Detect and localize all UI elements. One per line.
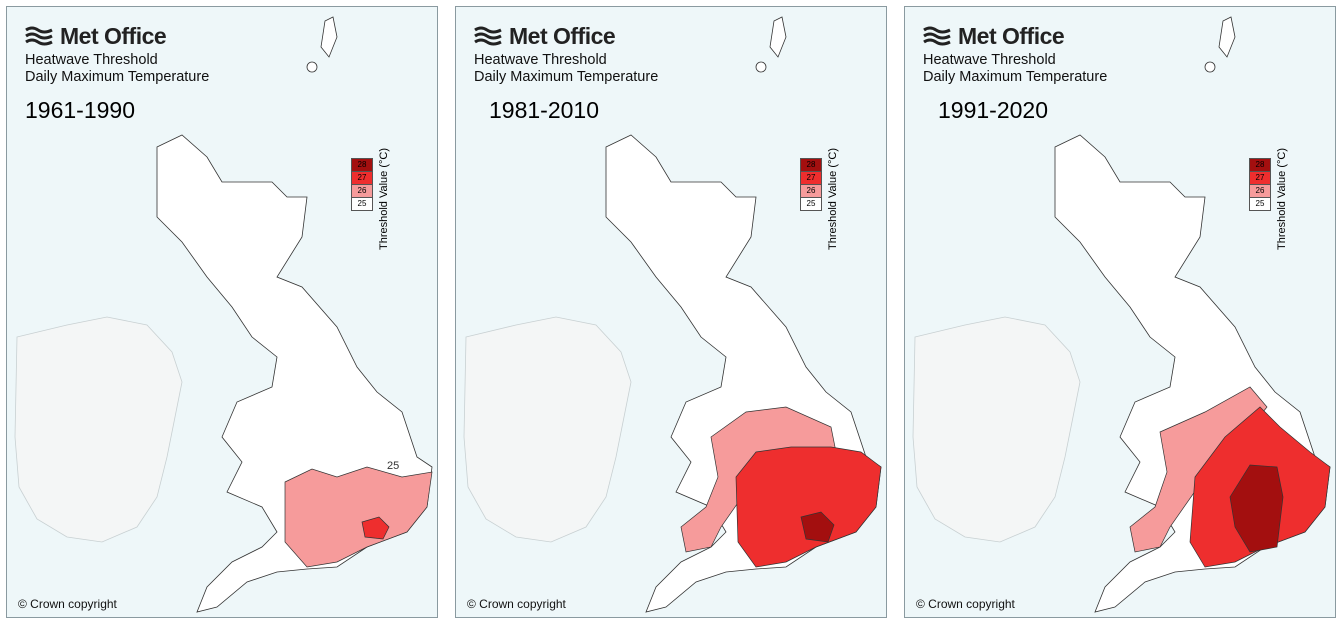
shetland-islands xyxy=(769,16,787,58)
legend-entry: 27 xyxy=(351,171,373,185)
brand-name: Met Office xyxy=(60,22,167,49)
legend: 28 27 26 25 xyxy=(351,158,373,211)
legend-entry: 25 xyxy=(1249,197,1271,211)
shetland-islands xyxy=(320,16,338,58)
legend-entry: 26 xyxy=(351,184,373,198)
legend: 28 27 26 25 xyxy=(1249,158,1271,211)
region-26 xyxy=(284,466,433,568)
map-panel-1961-1990: 25 Met Office Heatwave Threshold Daily M… xyxy=(6,6,438,618)
shetland-islands xyxy=(1218,16,1236,58)
copyright: © Crown copyright xyxy=(916,597,1015,611)
met-office-wave-icon xyxy=(474,26,502,46)
period-label: 1991-2020 xyxy=(938,97,1048,123)
copyright: © Crown copyright xyxy=(18,597,117,611)
legend-title: Threshold Value (°C) xyxy=(827,147,839,250)
legend-entry: 28 xyxy=(351,158,373,172)
title-line1: Heatwave Threshold xyxy=(25,52,158,68)
period-label: 1981-2010 xyxy=(489,97,599,123)
region-26 xyxy=(1129,386,1268,553)
legend-entry: 26 xyxy=(800,184,822,198)
title-line2: Daily Maximum Temperature xyxy=(474,69,659,85)
brand-name: Met Office xyxy=(958,22,1065,49)
legend-entry: 28 xyxy=(800,158,822,172)
region-28 xyxy=(1229,464,1284,553)
uk-map: 25 xyxy=(14,16,433,613)
title-line2: Daily Maximum Temperature xyxy=(25,69,210,85)
title-line1: Heatwave Threshold xyxy=(923,52,1056,68)
title-line2: Daily Maximum Temperature xyxy=(923,69,1108,85)
met-office-logo: Met Office xyxy=(473,22,616,49)
met-office-wave-icon xyxy=(923,26,951,46)
legend-entry: 27 xyxy=(1249,171,1271,185)
legend-entry: 25 xyxy=(351,197,373,211)
ireland-landmass xyxy=(14,316,183,543)
copyright: © Crown copyright xyxy=(467,597,566,611)
legend-title: Threshold Value (°C) xyxy=(1276,147,1288,250)
map-panel-1981-2010: Met Office Heatwave Threshold Daily Maxi… xyxy=(455,6,887,618)
ireland-landmass xyxy=(912,316,1081,543)
uk-map xyxy=(912,16,1331,613)
map-panel-1991-2020: Met Office Heatwave Threshold Daily Maxi… xyxy=(904,6,1336,618)
legend: 28 27 26 25 xyxy=(800,158,822,211)
legend-title: Threshold Value (°C) xyxy=(378,147,390,250)
region-26 xyxy=(680,406,837,553)
region-28 xyxy=(800,511,835,543)
ireland-landmass xyxy=(463,316,632,543)
legend-entry: 27 xyxy=(800,171,822,185)
title-line1: Heatwave Threshold xyxy=(474,52,607,68)
legend-entry: 25 xyxy=(800,197,822,211)
met-office-logo: Met Office xyxy=(922,22,1065,49)
period-label: 1961-1990 xyxy=(25,97,135,123)
orkney-islands xyxy=(1204,61,1216,73)
met-office-wave-icon xyxy=(25,26,53,46)
met-office-logo: Met Office xyxy=(24,22,167,49)
uk-map xyxy=(463,16,882,613)
region-value: 25 xyxy=(387,460,399,472)
orkney-islands xyxy=(306,61,318,73)
legend-entry: 28 xyxy=(1249,158,1271,172)
region-27 xyxy=(361,516,390,540)
brand-name: Met Office xyxy=(509,22,616,49)
region-27 xyxy=(735,446,882,568)
orkney-islands xyxy=(755,61,767,73)
legend-entry: 26 xyxy=(1249,184,1271,198)
